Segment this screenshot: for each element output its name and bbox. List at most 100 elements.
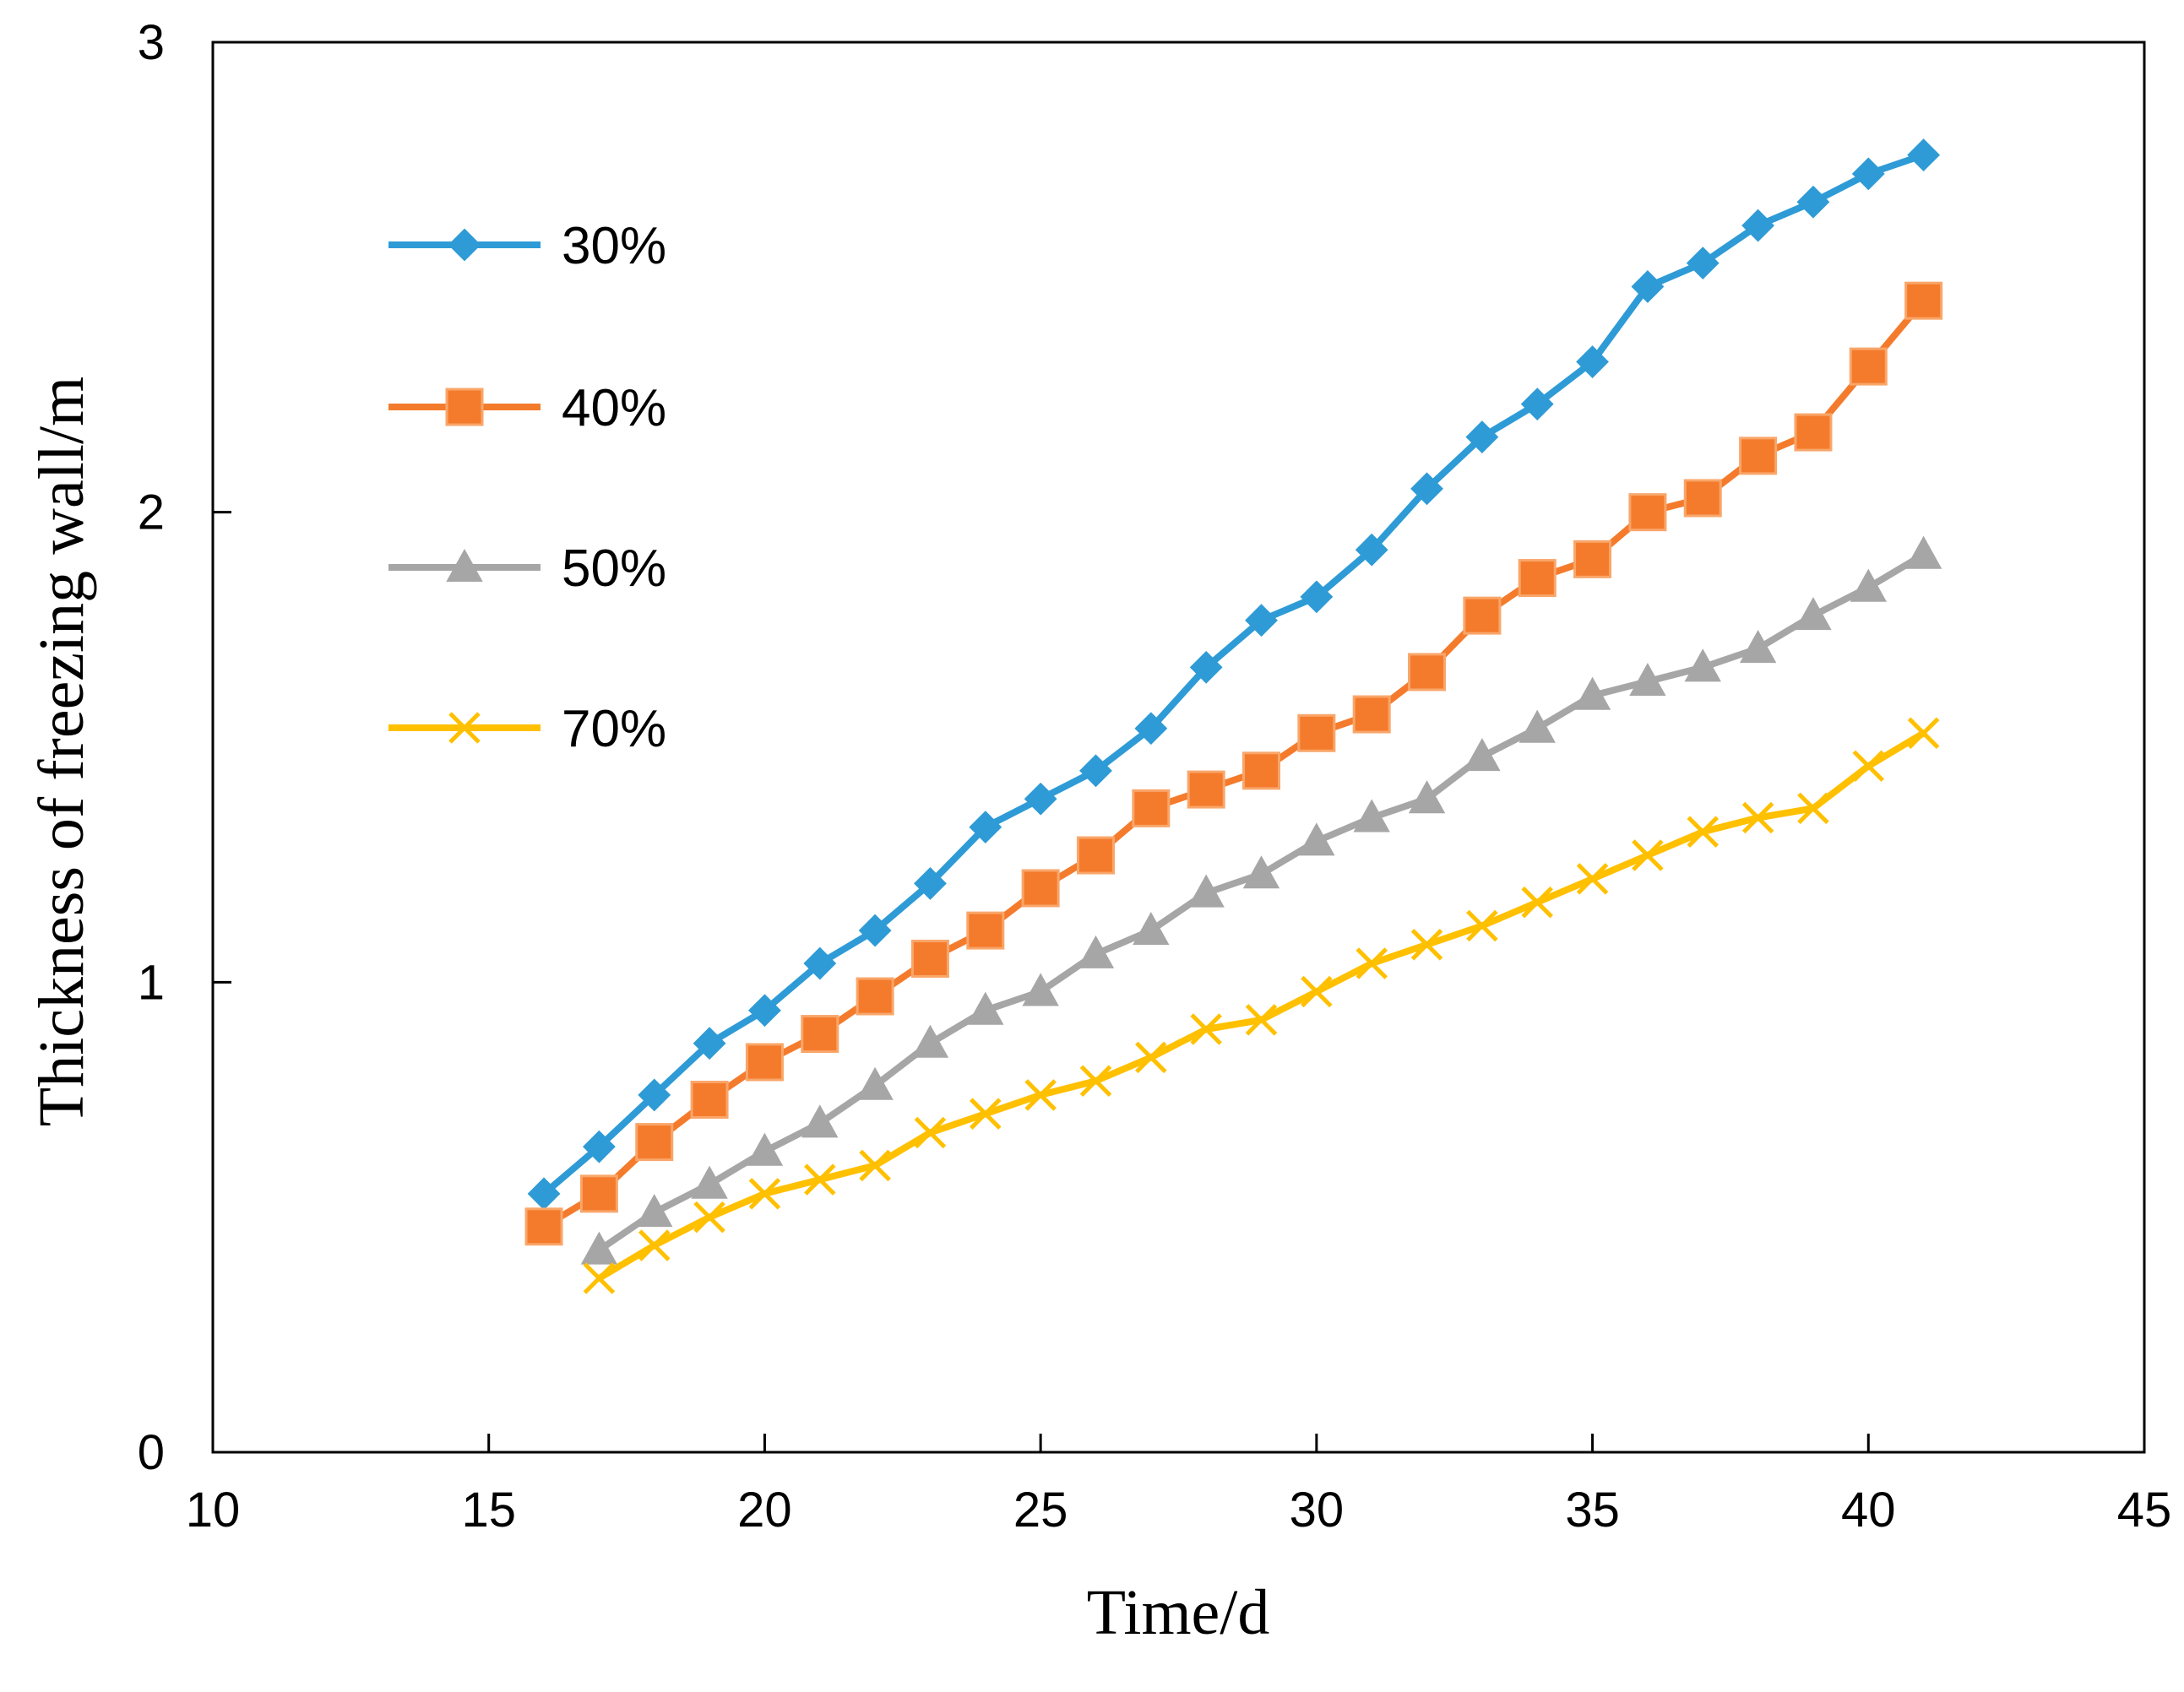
series-50pct [580,535,1942,1265]
x-tick-label: 15 [461,1483,516,1537]
data-point-30pct [1024,782,1057,816]
data-point-50pct [1133,912,1170,946]
data-point-70pct [1079,1065,1112,1097]
data-point-40pct [690,1081,729,1119]
legend-item-30pct: 30% [388,217,666,275]
data-point-70pct [1024,1079,1057,1111]
x-axis: 10 15 20 25 30 35 40 45 [186,1434,2171,1537]
x-tick-label: 30 [1290,1483,1345,1537]
data-point-30pct [1465,420,1499,454]
data-point-50pct [967,991,1004,1025]
data-point-70pct [1245,1004,1278,1036]
data-point-50pct [1353,799,1390,832]
data-point-50pct [801,1104,839,1138]
data-point-30pct [582,1130,616,1163]
data-point-70pct [1907,717,1940,750]
legend-swatch-marker [448,712,481,744]
legend-item-40pct: 40% [388,379,666,437]
legend-item-70pct: 70% [388,700,666,758]
data-point-30pct [1079,754,1112,788]
legend-label: 30% [562,217,666,275]
data-point-30pct [803,946,837,980]
data-point-40pct [1076,836,1115,875]
data-point-70pct [748,1178,781,1210]
data-point-50pct [1684,648,1721,682]
data-point-40pct [1794,413,1833,452]
y-tick-label: 3 [138,15,165,70]
y-axis: 0 1 2 3 [138,15,231,1480]
data-point-40pct [1904,281,1943,320]
data-point-40pct [1242,751,1281,790]
data-point-40pct [1573,540,1612,578]
data-point-30pct [1355,533,1388,567]
data-point-40pct [635,1123,674,1162]
series-70pct [583,717,1940,1294]
data-point-70pct [638,1229,671,1261]
data-point-30pct [1189,650,1223,684]
legend-label: 40% [562,379,666,437]
data-point-40pct [801,1015,839,1054]
y-tick-label: 0 [138,1425,165,1480]
data-point-70pct [859,1149,891,1182]
data-point-50pct [1408,780,1446,814]
data-point-50pct [1464,738,1501,772]
data-point-50pct [1298,822,1335,856]
data-point-70pct [970,1098,1002,1130]
data-point-30pct [693,1027,726,1060]
data-point-50pct [1077,935,1115,968]
data-point-30pct [1576,345,1609,378]
data-point-30pct [1851,157,1885,191]
series-30pct [527,138,1941,1211]
data-point-50pct [580,1231,618,1265]
data-point-40pct [1683,479,1722,518]
data-point-30pct [1245,604,1278,637]
data-point-70pct [1741,801,1774,834]
data-point-30pct [638,1078,671,1112]
legend-label: 70% [562,700,666,758]
data-point-40pct [856,977,894,1016]
data-point-70pct [1355,947,1388,979]
data-point-50pct [1739,630,1777,664]
legend-swatch-marker [446,548,483,582]
data-point-40pct [1739,437,1778,475]
data-point-70pct [583,1262,616,1294]
data-point-40pct [1352,695,1391,734]
data-point-30pct [1686,247,1719,280]
x-tick-label: 25 [1013,1483,1068,1537]
legend-swatch-marker [448,228,481,262]
data-point-50pct [1573,676,1611,710]
data-point-30pct [1631,270,1665,303]
data-point-70pct [693,1201,725,1234]
data-point-70pct [1521,886,1553,919]
data-point-70pct [914,1116,947,1149]
data-point-40pct [524,1207,563,1246]
x-tick-label: 10 [186,1483,241,1537]
data-point-40pct [579,1174,618,1213]
data-point-40pct [966,911,1005,950]
data-point-50pct [636,1194,673,1228]
x-tick-label: 35 [1565,1483,1620,1537]
data-point-50pct [1904,535,1942,569]
data-point-30pct [1520,388,1554,421]
legend-swatch-marker [445,388,484,426]
data-point-30pct [1134,712,1168,746]
data-point-70pct [1797,792,1829,825]
data-point-70pct [1466,909,1498,942]
data-point-70pct [1410,929,1443,961]
data-point-40pct [1408,653,1447,691]
data-point-50pct [856,1066,894,1100]
data-point-50pct [1187,874,1225,908]
data-point-40pct [745,1043,784,1082]
data-point-50pct [1242,855,1280,889]
data-point-30pct [1300,580,1334,614]
data-point-70pct [1135,1041,1167,1074]
data-point-50pct [1795,597,1832,631]
data-point-50pct [1850,568,1887,602]
y-tick-label: 1 [138,955,165,1010]
legend-item-50pct: 50% [388,540,666,598]
data-point-40pct [1849,347,1888,386]
data-point-40pct [1297,713,1336,752]
data-point-30pct [1741,209,1775,242]
data-point-40pct [1518,559,1557,598]
data-point-40pct [1628,493,1667,532]
